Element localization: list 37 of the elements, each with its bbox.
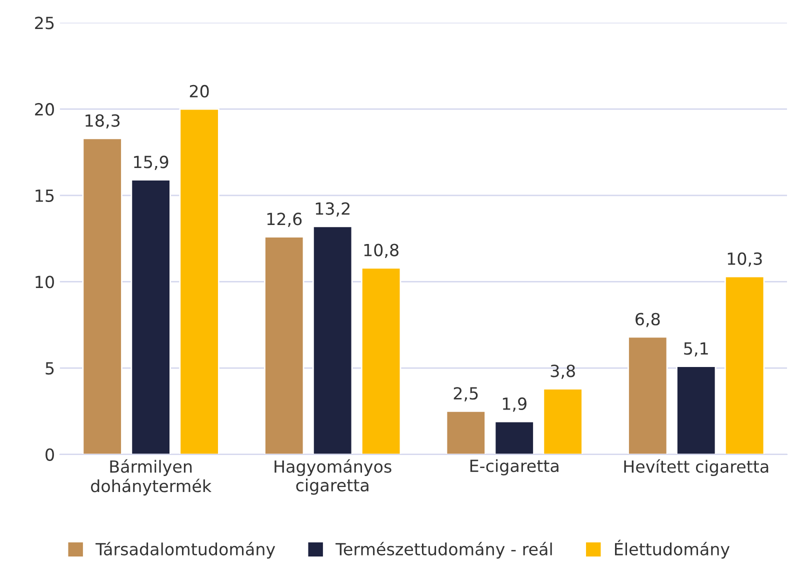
data-label: 18,3 <box>86 114 120 129</box>
bar <box>542 388 583 454</box>
bar <box>130 179 171 454</box>
y-tick-label: 20 <box>35 103 54 116</box>
bar <box>264 236 304 454</box>
bar <box>179 108 220 454</box>
y-tick-label: 5 <box>46 362 54 375</box>
bar <box>360 267 402 454</box>
data-label: 3,8 <box>550 364 575 379</box>
bar <box>494 420 534 454</box>
y-tick-label: 15 <box>36 190 54 202</box>
data-label: 10,3 <box>728 252 762 267</box>
legend-label: Társadalomtudomány <box>96 542 276 559</box>
x-tick-label: Bármilyen dohánytermék <box>90 459 212 496</box>
bar <box>628 336 668 454</box>
data-label: 6,8 <box>636 312 660 328</box>
data-label: 2,5 <box>454 387 478 402</box>
bar <box>312 226 353 454</box>
data-label: 12,6 <box>267 212 302 227</box>
data-label: 15,9 <box>134 156 168 170</box>
data-label: 10,8 <box>364 244 398 258</box>
x-tick-label: Hagyományos cigaretta <box>274 459 392 495</box>
bar <box>82 138 122 454</box>
legend-label: Természettudomány - reál <box>336 542 552 559</box>
y-tick-label: 25 <box>35 16 54 30</box>
data-label: 13,2 <box>316 202 350 217</box>
bar <box>724 276 765 454</box>
y-tick-label: 0 <box>46 448 54 461</box>
bar <box>446 410 486 454</box>
x-tick-label: E-cigaretta <box>470 459 558 476</box>
x-tick-label: Hevített cigaretta <box>624 459 768 476</box>
bar <box>676 366 716 454</box>
data-label: 1,9 <box>502 397 526 412</box>
data-label: 20 <box>190 84 209 98</box>
y-tick-label: 10 <box>36 276 54 288</box>
legend-label: Élettudomány <box>615 540 730 559</box>
data-label: 5,1 <box>684 342 708 356</box>
